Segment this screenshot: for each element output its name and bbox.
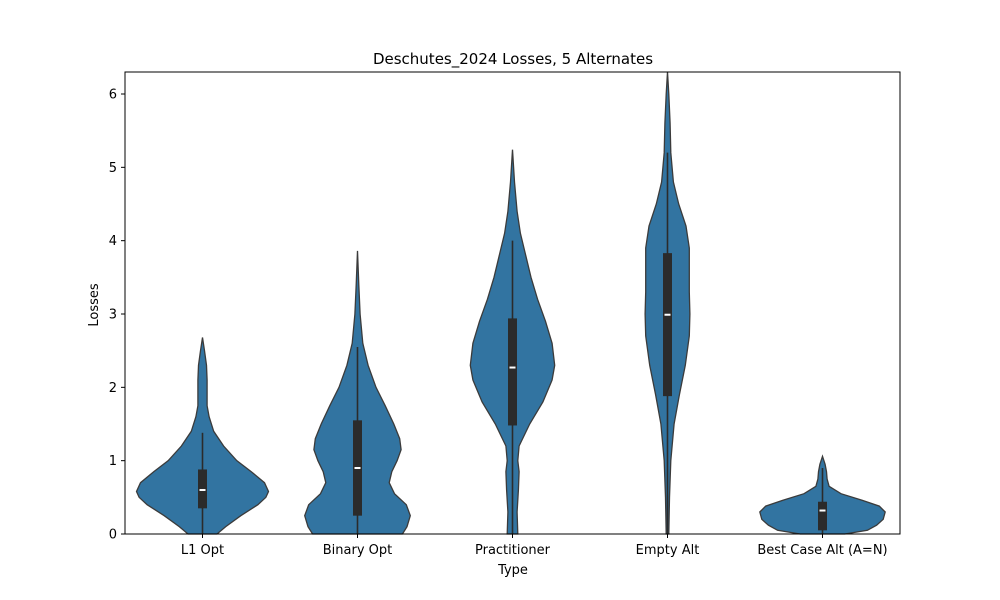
x-tick-label: L1 Opt (181, 543, 224, 558)
y-tick-label: 0 (109, 528, 117, 543)
y-tick-label: 6 (109, 88, 117, 103)
violin-3 (644, 71, 691, 535)
x-axis: L1 Opt Binary Opt Practitioner Empty Alt Bes… (181, 534, 888, 558)
violin-0 (135, 337, 270, 535)
violin-iqr-box (663, 253, 672, 397)
y-tick-label: 3 (109, 308, 117, 323)
y-tick-label: 2 (109, 381, 117, 396)
x-tick-label: Binary Opt (323, 543, 393, 558)
y-tick-label: 1 (109, 454, 117, 469)
violin-iqr-box (818, 501, 827, 531)
y-tick-label: 4 (109, 234, 117, 249)
x-tick-label: Empty Alt (636, 543, 700, 558)
x-tick-label: Practitioner (475, 543, 551, 558)
violin-iqr-box (508, 318, 517, 426)
y-tick-label: 5 (109, 161, 117, 176)
violin-2 (469, 149, 556, 535)
y-axis-label: Losses (87, 283, 102, 327)
x-axis-label: Type (497, 563, 528, 578)
y-axis: 0 1 2 3 4 5 6 (109, 88, 125, 543)
violin-4 (759, 454, 886, 535)
x-tick-label: Best Case Alt (A=N) (757, 543, 887, 558)
violins-layer (135, 71, 886, 535)
violin-1 (304, 250, 411, 535)
violin-iqr-box (198, 469, 207, 509)
chart-title: Deschutes_2024 Losses, 5 Alternates (373, 50, 653, 69)
